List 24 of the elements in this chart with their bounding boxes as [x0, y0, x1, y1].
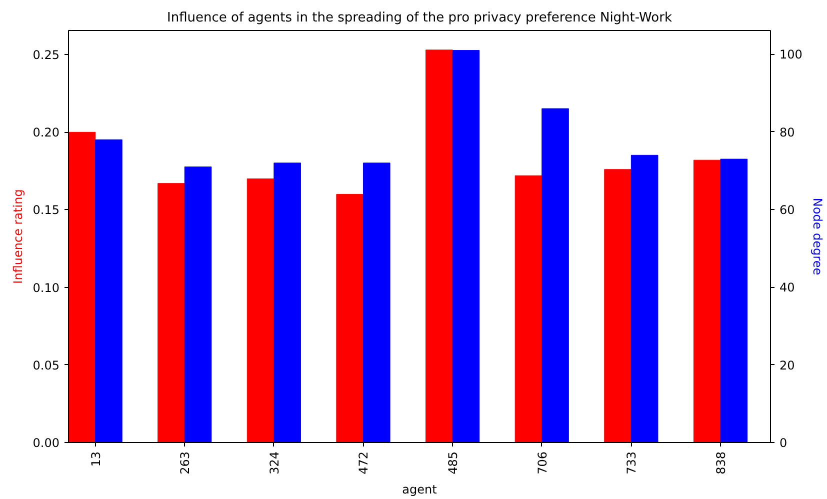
y2-tick-label: 20 [780, 358, 795, 372]
x-tick-label: 706 [535, 452, 550, 474]
y2-tick-label: 40 [780, 280, 795, 295]
x-tick-label: 263 [178, 452, 192, 474]
x-tick-label: 485 [446, 452, 460, 474]
y-tick-label: 0.05 [32, 358, 60, 372]
y-tick-label: 0.20 [32, 126, 60, 140]
x-tick-label: 324 [267, 452, 282, 474]
y-tick-label: 0.10 [32, 280, 60, 295]
y2-tick-label: 80 [780, 125, 795, 140]
x-tick-label: 838 [714, 452, 728, 474]
chart-title: Influence of agents in the spreading of the pro privacy preference Night-Work [167, 10, 672, 26]
y-tick-label: 0.15 [32, 203, 60, 218]
y-tick-label: 0.25 [32, 48, 60, 62]
x-tick-label: 13 [88, 451, 103, 467]
y2-axis-title: Node degree [810, 198, 824, 276]
y2-tick-label: 100 [780, 48, 802, 62]
x-tick-label: 472 [356, 452, 371, 474]
y-tick-label: 0.00 [32, 436, 60, 450]
y2-tick-label: 0 [780, 436, 788, 450]
y-axis-title: Influence rating [10, 189, 25, 284]
y2-tick-label: 60 [780, 203, 795, 218]
x-axis-title: agent [402, 482, 438, 496]
x-tick-label: 733 [624, 452, 639, 474]
